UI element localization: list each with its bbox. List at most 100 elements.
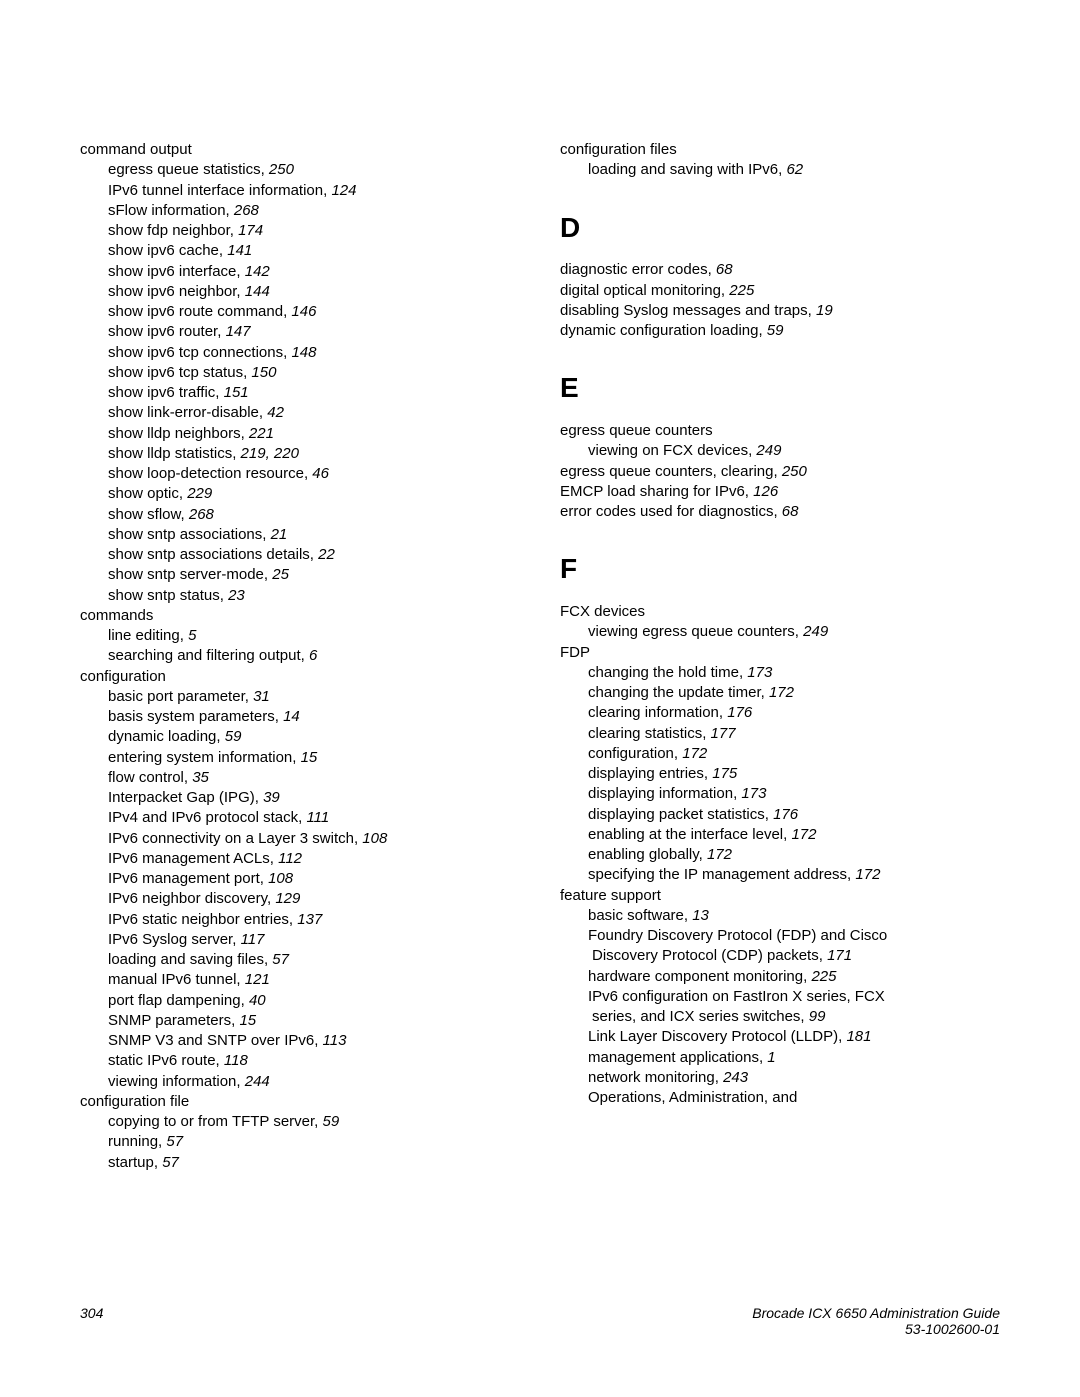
index-entry-text: show loop-detection resource,	[108, 465, 312, 482]
index-entry: Link Layer Discovery Protocol (LLDP), 18…	[560, 1027, 1000, 1047]
index-entry-text: command output	[80, 141, 192, 158]
index-entry-text: show optic,	[108, 485, 187, 502]
index-entry-text: IPv6 configuration on FastIron X series,…	[588, 988, 885, 1005]
index-entry-text: clearing statistics,	[588, 725, 711, 742]
index-entry: enabling globally, 172	[560, 845, 1000, 865]
index-entry: SNMP V3 and SNTP over IPv6, 113	[80, 1031, 520, 1051]
index-entry-page: 172	[855, 866, 880, 883]
index-entry-page: 13	[692, 907, 709, 924]
index-entry-page: 6	[309, 647, 317, 664]
index-entry-page: 142	[245, 263, 270, 280]
index-entry-page: 171	[827, 947, 852, 964]
index-entry: IPv4 and IPv6 protocol stack, 111	[80, 808, 520, 828]
index-entry-page: 151	[224, 384, 249, 401]
index-entry: show ipv6 traffic, 151	[80, 383, 520, 403]
index-entry: show ipv6 tcp status, 150	[80, 363, 520, 383]
index-entry-text: FDP	[560, 644, 590, 661]
footer-doc-info: Brocade ICX 6650 Administration Guide 53…	[752, 1305, 1000, 1337]
index-entry-text: dynamic loading,	[108, 728, 225, 745]
index-entry-text: IPv6 neighbor discovery,	[108, 890, 275, 907]
index-entry-text: show lldp statistics,	[108, 445, 241, 462]
index-entry: IPv6 management port, 108	[80, 869, 520, 889]
index-section-d: D	[560, 209, 1000, 247]
index-section-f: F	[560, 550, 1000, 588]
index-entry: show optic, 229	[80, 484, 520, 504]
index-entry: show ipv6 neighbor, 144	[80, 282, 520, 302]
index-entry-text: IPv6 static neighbor entries,	[108, 911, 297, 928]
index-entry: egress queue statistics, 250	[80, 160, 520, 180]
index-entry-text: show ipv6 interface,	[108, 263, 245, 280]
index-entry-text: IPv6 tunnel interface information,	[108, 182, 331, 199]
index-section-e: E	[560, 369, 1000, 407]
index-entry: static IPv6 route, 118	[80, 1051, 520, 1071]
index-entry-text: displaying entries,	[588, 765, 712, 782]
index-entry-text: show fdp neighbor,	[108, 222, 238, 239]
index-entry-text: running,	[108, 1133, 166, 1150]
index-entry-page: 15	[301, 749, 318, 766]
index-entry-page: 40	[249, 992, 266, 1009]
index-entry-page: 129	[275, 890, 300, 907]
index-entry: enabling at the interface level, 172	[560, 825, 1000, 845]
index-entry: show lldp neighbors, 221	[80, 424, 520, 444]
index-entry-page: 244	[245, 1073, 270, 1090]
index-entry-page: 68	[782, 503, 799, 520]
index-entry-page: 108	[362, 830, 387, 847]
index-entry: configuration files	[560, 140, 1000, 160]
index-entry-text: basic software,	[588, 907, 692, 924]
index-entry: Operations, Administration, and	[560, 1088, 1000, 1108]
index-entry-page: 172	[791, 826, 816, 843]
index-entry: show lldp statistics, 219, 220	[80, 444, 520, 464]
index-entry: copying to or from TFTP server, 59	[80, 1112, 520, 1132]
index-entry: show ipv6 interface, 142	[80, 262, 520, 282]
index-content: command output egress queue statistics, 2…	[80, 140, 1000, 1173]
index-entry-text: sFlow information,	[108, 202, 234, 219]
index-entry-text: enabling at the interface level,	[588, 826, 791, 843]
index-entry-text: egress queue counters, clearing,	[560, 463, 782, 480]
index-entry-text: specifying the IP management address,	[588, 866, 855, 883]
index-entry: searching and filtering output, 6	[80, 646, 520, 666]
index-entry-text: changing the update timer,	[588, 684, 769, 701]
index-entry-page: 35	[192, 769, 209, 786]
index-entry-page: 62	[786, 161, 803, 178]
index-entry-text: viewing on FCX devices,	[588, 442, 756, 459]
index-entry: SNMP parameters, 15	[80, 1011, 520, 1031]
index-entry: dynamic loading, 59	[80, 727, 520, 747]
page-footer: 304 Brocade ICX 6650 Administration Guid…	[80, 1305, 1000, 1337]
index-entry-page: 1	[767, 1049, 775, 1066]
index-entry-page: 121	[245, 971, 270, 988]
index-entry: Foundry Discovery Protocol (FDP) and Cis…	[560, 926, 1000, 946]
index-entry-page: 249	[803, 623, 828, 640]
index-entry: basis system parameters, 14	[80, 707, 520, 727]
index-entry: changing the update timer, 172	[560, 683, 1000, 703]
index-entry-page: 108	[268, 870, 293, 887]
index-entry: digital optical monitoring, 225	[560, 281, 1000, 301]
index-entry-text: Link Layer Discovery Protocol (LLDP),	[588, 1028, 846, 1045]
index-entry: diagnostic error codes, 68	[560, 260, 1000, 280]
index-entry: IPv6 neighbor discovery, 129	[80, 889, 520, 909]
index-entry-page: 219, 220	[241, 445, 299, 462]
index-entry-page: 59	[767, 322, 784, 339]
index-entry: error codes used for diagnostics, 68	[560, 502, 1000, 522]
index-entry-page: 173	[747, 664, 772, 681]
index-entry-text: clearing information,	[588, 704, 727, 721]
index-left-column: command output egress queue statistics, 2…	[80, 140, 520, 1173]
index-entry-page: 59	[225, 728, 242, 745]
index-entry-page: 59	[323, 1113, 340, 1130]
index-entry: dynamic configuration loading, 59	[560, 321, 1000, 341]
index-entry: entering system information, 15	[80, 748, 520, 768]
footer-title: Brocade ICX 6650 Administration Guide	[752, 1305, 1000, 1321]
index-entry: startup, 57	[80, 1153, 520, 1173]
index-entry: configuration, 172	[560, 744, 1000, 764]
index-entry-text: configuration file	[80, 1093, 189, 1110]
index-entry-page: 249	[756, 442, 781, 459]
index-entry-page: 250	[782, 463, 807, 480]
index-entry: management applications, 1	[560, 1048, 1000, 1068]
index-entry-text: changing the hold time,	[588, 664, 747, 681]
index-entry-page: 268	[234, 202, 259, 219]
footer-docnum: 53-1002600-01	[752, 1321, 1000, 1337]
index-entry: FDP	[560, 643, 1000, 663]
index-entry-text: port flap dampening,	[108, 992, 249, 1009]
index-entry: show sntp associations, 21	[80, 525, 520, 545]
index-entry-text: displaying information,	[588, 785, 741, 802]
index-entry-text: Operations, Administration, and	[588, 1089, 797, 1106]
